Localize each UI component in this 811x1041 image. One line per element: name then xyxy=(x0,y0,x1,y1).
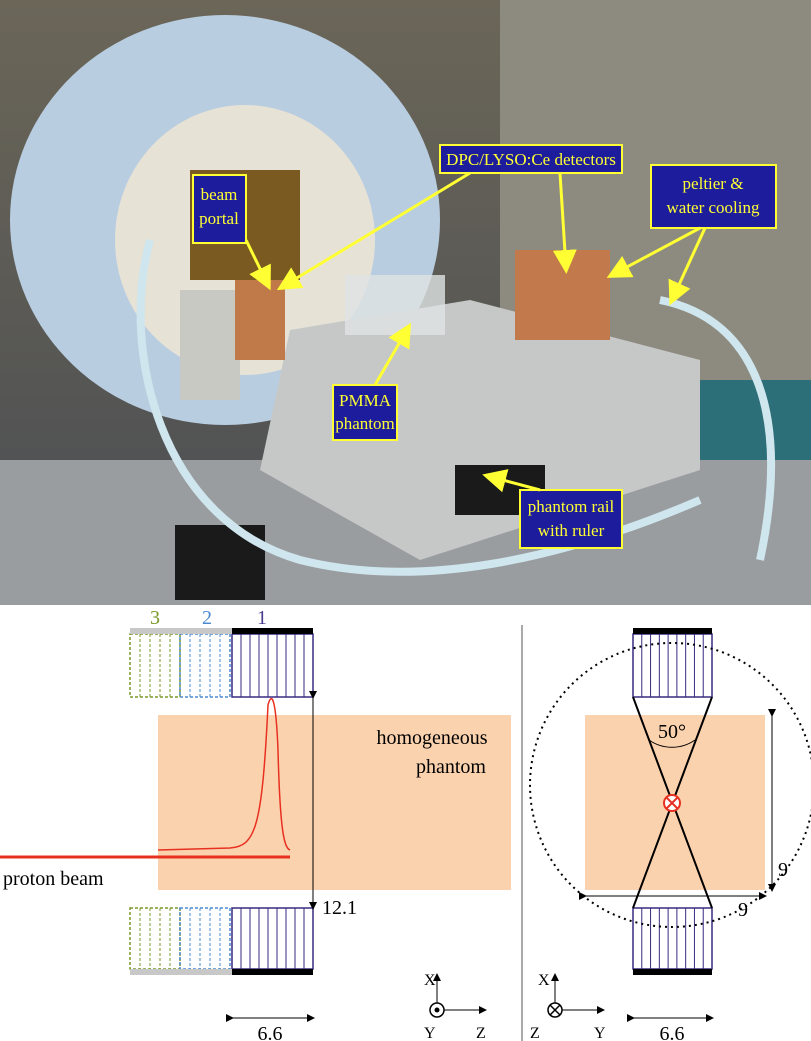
detector-part xyxy=(130,628,232,634)
axis-label: Y xyxy=(424,1025,436,1041)
detector-part xyxy=(633,628,712,634)
detector-label: 3 xyxy=(150,607,160,629)
photo-label: portal xyxy=(199,209,239,228)
photo-label: with ruler xyxy=(538,521,605,540)
width-label: 6.6 xyxy=(660,1023,685,1041)
detector-part xyxy=(180,634,230,697)
detector-label: 1 xyxy=(257,607,267,629)
detector-part xyxy=(130,969,232,975)
detector-part xyxy=(633,908,712,969)
photo-label: peltier & xyxy=(683,174,744,193)
axis-label: X xyxy=(424,972,436,989)
photo-label: phantom rail xyxy=(528,497,615,516)
detector-part xyxy=(232,634,313,697)
beam-label: proton beam xyxy=(3,868,104,890)
detector-part xyxy=(232,908,313,969)
phantom-label: phantom xyxy=(416,756,486,778)
width-label: 6.6 xyxy=(258,1023,283,1041)
axis-label: Z xyxy=(530,1025,540,1041)
photo xyxy=(0,0,811,605)
photo-label: water cooling xyxy=(667,198,760,217)
photo-label: DPC/LYSO:Ce detectors xyxy=(446,150,616,169)
axis-label: X xyxy=(538,972,550,989)
detector-part xyxy=(130,908,180,969)
height-label: 9 xyxy=(778,859,788,881)
detector-part xyxy=(633,634,712,697)
detector-part xyxy=(180,908,230,969)
axis-label: Z xyxy=(476,1025,486,1041)
detector-part xyxy=(130,634,180,697)
detector-part xyxy=(232,969,313,975)
axis-label: Y xyxy=(594,1025,606,1041)
phantom-label: homogeneous xyxy=(376,727,487,749)
distance-label: 12.1 xyxy=(322,897,357,919)
depth-label: 9 xyxy=(738,899,748,921)
figure: beam portal DPC/LYSO:Ce detectors peltie… xyxy=(0,0,811,1041)
detector-part xyxy=(633,969,712,975)
photo-label: beam xyxy=(201,185,238,204)
photo-label: PMMA xyxy=(339,391,392,410)
detector-label: 2 xyxy=(202,607,212,629)
detector-part xyxy=(232,628,313,634)
axis-dot xyxy=(435,1008,440,1013)
angle-label: 50° xyxy=(658,721,686,743)
photo-label: phantom xyxy=(335,414,395,433)
